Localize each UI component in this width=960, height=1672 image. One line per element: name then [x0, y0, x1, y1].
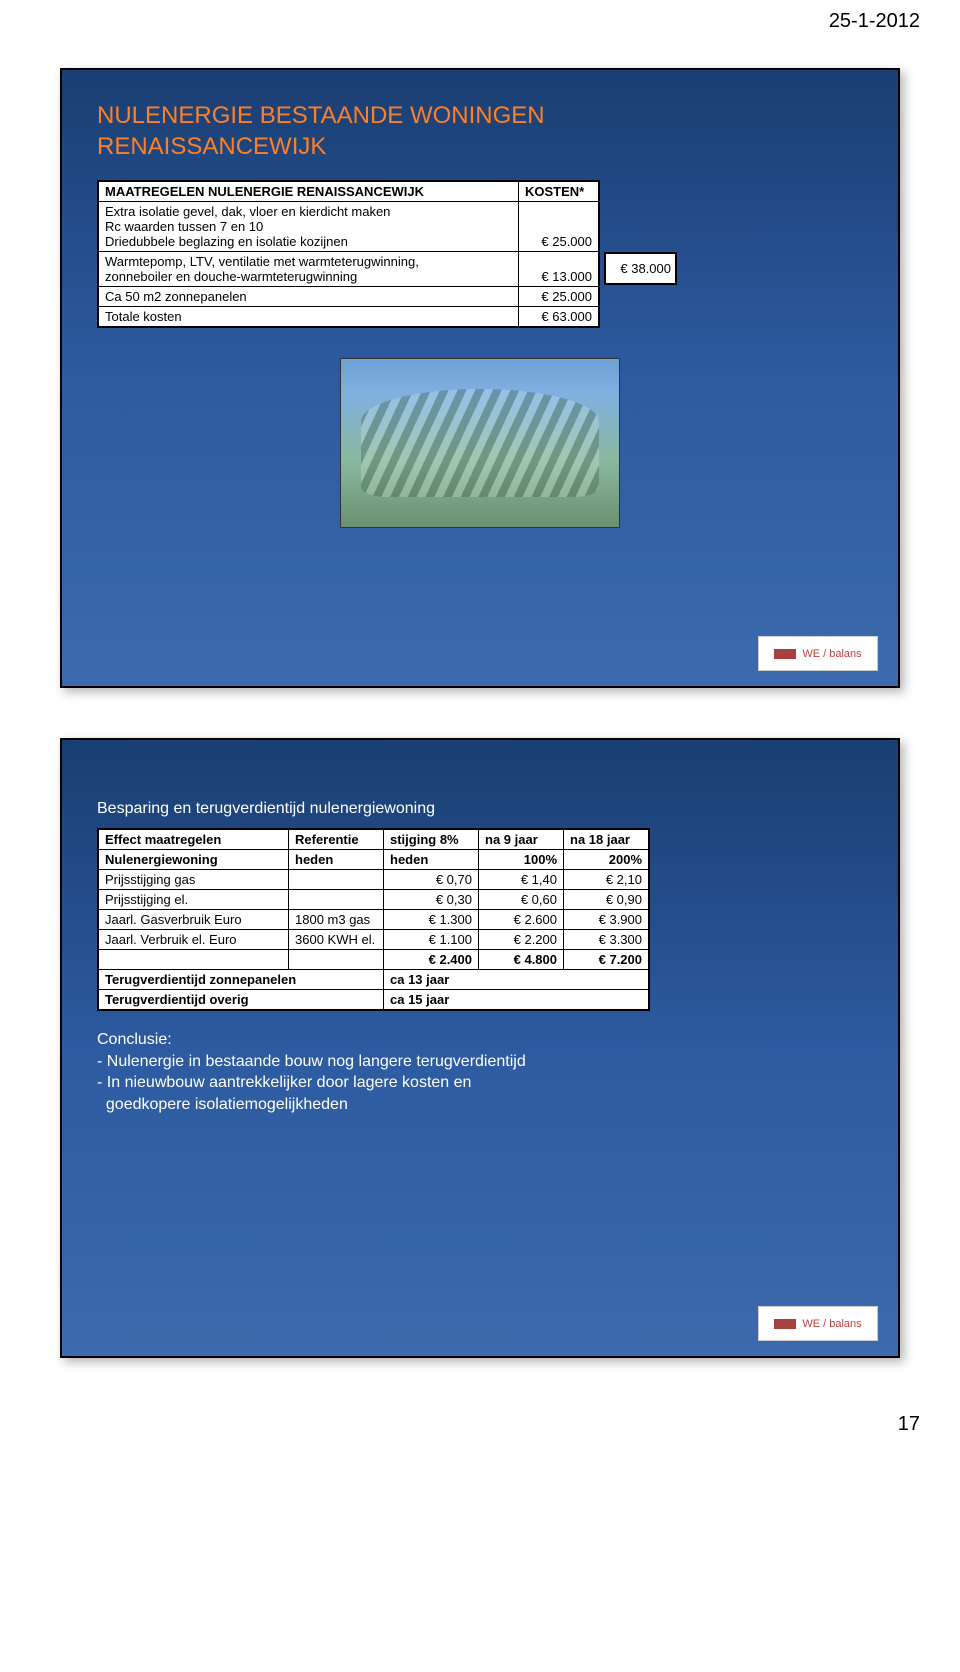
slide-1: NULENERGIE BESTAANDE WONINGEN RENAISSANC… — [60, 68, 900, 688]
ft0l: Terugverdientijd zonnepanelen — [99, 970, 384, 990]
eh2: stijging 8% — [384, 830, 479, 850]
slide2-section-label: Besparing en terugverdientijd nulenergie… — [97, 800, 863, 818]
r4c1 — [289, 950, 384, 970]
ft1v: ca 15 jaar — [384, 990, 649, 1010]
r1c0: Prijsstijging el. — [99, 890, 289, 910]
eh23: 100% — [479, 850, 564, 870]
th-maatregelen: MAATREGELEN NULENERGIE RENAISSANCEWIJK — [99, 182, 519, 202]
conclusie-line-1: - In nieuwbouw aantrekkelijker door lage… — [97, 1072, 863, 1094]
row1-left: Extra isolatie gevel, dak, vloer en kier… — [99, 202, 519, 252]
r2c2: € 1.300 — [384, 910, 479, 930]
eh22: heden — [384, 850, 479, 870]
slide1-title: NULENERGIE BESTAANDE WONINGEN RENAISSANC… — [97, 100, 863, 162]
page-date: 25-1-2012 — [0, 0, 960, 38]
illustration — [340, 358, 620, 528]
conclusie-line-0: - Nulenergie in bestaande bouw nog lange… — [97, 1051, 863, 1073]
row3-left: Ca 50 m2 zonnepanelen — [99, 287, 519, 307]
r1c4: € 0,90 — [564, 890, 649, 910]
r3c3: € 2.200 — [479, 930, 564, 950]
eh20: Nulenergiewoning — [99, 850, 289, 870]
eh1: Referentie — [289, 830, 384, 850]
r3c2: € 1.100 — [384, 930, 479, 950]
logo-badge: WE / balans — [758, 1306, 878, 1341]
row2-right: € 13.000 — [519, 252, 599, 287]
r1c1 — [289, 890, 384, 910]
r0c4: € 2,10 — [564, 870, 649, 890]
page-number: 17 — [0, 1408, 960, 1456]
row4-right: € 63.000 — [519, 307, 599, 327]
r3c0: Jaarl. Verbruik el. Euro — [99, 930, 289, 950]
r2c4: € 3.900 — [564, 910, 649, 930]
r0c2: € 0,70 — [384, 870, 479, 890]
r2c0: Jaarl. Gasverbruik Euro — [99, 910, 289, 930]
r3c1: 3600 KWH el. — [289, 930, 384, 950]
r1c2: € 0,30 — [384, 890, 479, 910]
r2c1: 1800 m3 gas — [289, 910, 384, 930]
th-kosten: KOSTEN* — [519, 182, 599, 202]
slide-2: Besparing en terugverdientijd nulenergie… — [60, 738, 900, 1358]
r0c0: Prijsstijging gas — [99, 870, 289, 890]
aux-value: € 38.000 — [606, 254, 676, 284]
r0c3: € 1,40 — [479, 870, 564, 890]
row3-right: € 25.000 — [519, 287, 599, 307]
eh24: 200% — [564, 850, 649, 870]
eh0: Effect maatregelen — [99, 830, 289, 850]
r3c4: € 3.300 — [564, 930, 649, 950]
r0c1 — [289, 870, 384, 890]
conclusie-line-2: goedkopere isolatiemogelijkheden — [97, 1094, 863, 1116]
r4c0 — [99, 950, 289, 970]
r4c2: € 2.400 — [384, 950, 479, 970]
logo-badge: WE / balans — [758, 636, 878, 671]
eh4: na 18 jaar — [564, 830, 649, 850]
r4c3: € 4.800 — [479, 950, 564, 970]
kosten-table: MAATREGELEN NULENERGIE RENAISSANCEWIJK K… — [97, 180, 600, 328]
r1c3: € 0,60 — [479, 890, 564, 910]
row4-left: Totale kosten — [99, 307, 519, 327]
ft0v: ca 13 jaar — [384, 970, 649, 990]
eh3: na 9 jaar — [479, 830, 564, 850]
row1-right: € 25.000 — [519, 202, 599, 252]
row2-left: Warmtepomp, LTV, ventilatie met warmtete… — [99, 252, 519, 287]
r2c3: € 2.600 — [479, 910, 564, 930]
conclusie-title: Conclusie: — [97, 1029, 863, 1051]
conclusie-block: Conclusie: - Nulenergie in bestaande bou… — [97, 1029, 863, 1115]
aux-kosten-box: € 38.000 — [604, 252, 677, 285]
eh21: heden — [289, 850, 384, 870]
ft1l: Terugverdientijd overig — [99, 990, 384, 1010]
r4c4: € 7.200 — [564, 950, 649, 970]
effect-table: Effect maatregelen Referentie stijging 8… — [97, 828, 650, 1011]
